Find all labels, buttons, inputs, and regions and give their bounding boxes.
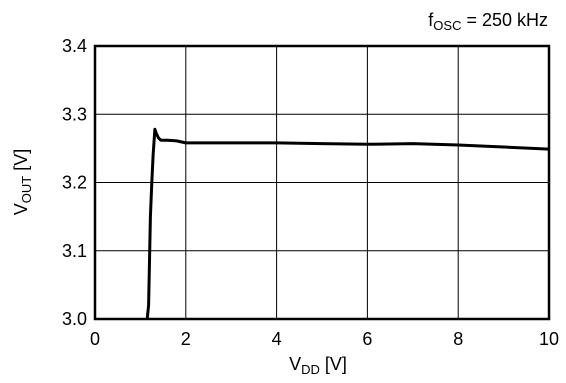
x-tick-label: 0 — [90, 329, 100, 349]
x-tick-label: 4 — [272, 329, 282, 349]
annotation-main: f — [428, 10, 434, 30]
y-axis-label-main: V — [11, 203, 31, 215]
x-tick-label: 8 — [453, 329, 463, 349]
y-tick-label: 3.0 — [62, 309, 87, 329]
y-tick-label: 3.2 — [62, 173, 87, 193]
annotation-rest: = 250 kHz — [461, 10, 548, 30]
y-tick-label: 3.4 — [62, 36, 87, 56]
grid-layer — [95, 46, 549, 319]
x-tick-label: 2 — [181, 329, 191, 349]
x-tick-label: 10 — [539, 329, 559, 349]
x-axis-label-sub: DD — [301, 362, 320, 377]
x-axis-label: VDD [V] — [289, 354, 347, 377]
x-axis-label-main: V — [289, 354, 301, 374]
y-tick-label: 3.3 — [62, 104, 87, 124]
y-axis-label: VOUT [V] — [11, 149, 34, 215]
y-axis-label-sub: OUT — [19, 176, 34, 204]
x-tick-label: 6 — [362, 329, 372, 349]
y-tick-label: 3.1 — [62, 241, 87, 261]
tick-layer: 0 2 4 6 8 10 3.0 3.1 3.2 3.3 3.4 — [62, 36, 559, 349]
chart-annotation: fOSC = 250 kHz — [428, 10, 548, 33]
series-line — [145, 127, 550, 320]
x-axis-label-rest: [V] — [320, 354, 347, 374]
series-layer — [145, 127, 550, 320]
y-axis-label-rest: [V] — [11, 149, 31, 176]
annotation-sub: OSC — [433, 18, 461, 33]
plot-frame — [93, 44, 551, 321]
